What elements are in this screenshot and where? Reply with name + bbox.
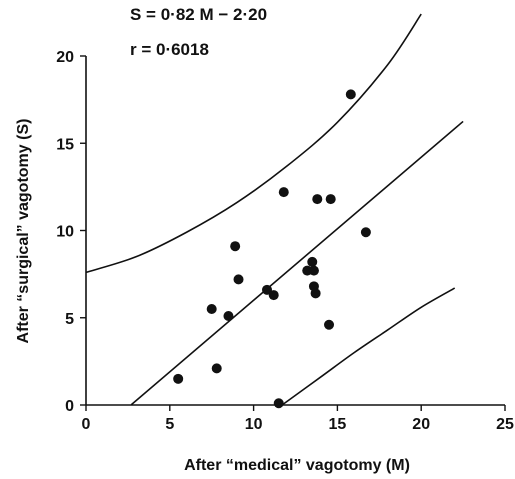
upper-confidence-curve xyxy=(85,13,422,274)
data-point xyxy=(230,241,241,252)
axes: 0 5 10 15 20 25 0 5 10 15 20 xyxy=(56,49,514,433)
x-tick-label: 5 xyxy=(165,416,174,433)
x-tick-label: 25 xyxy=(496,416,514,433)
fit-curves xyxy=(85,13,464,406)
data-point xyxy=(360,227,371,238)
data-point xyxy=(312,194,323,205)
y-tick-label: 20 xyxy=(56,49,74,66)
data-point xyxy=(173,373,184,384)
y-tick-label: 0 xyxy=(65,398,74,415)
data-point xyxy=(278,187,289,198)
y-axis-label: After “surgical” vagotomy (S) xyxy=(15,119,32,344)
x-axis-label: After “medical” vagotomy (M) xyxy=(184,457,410,474)
regression-line xyxy=(130,120,464,406)
x-tick-label: 15 xyxy=(329,416,347,433)
data-point xyxy=(345,89,356,100)
y-tick-label: 15 xyxy=(56,136,74,153)
x-tick-label: 10 xyxy=(245,416,263,433)
y-tick-label: 10 xyxy=(56,224,74,241)
data-point xyxy=(268,290,279,301)
data-point xyxy=(273,398,284,409)
x-tick-label: 0 xyxy=(82,416,91,433)
data-point xyxy=(206,304,217,315)
data-points xyxy=(173,89,371,409)
data-point xyxy=(262,284,273,295)
data-point xyxy=(325,194,336,205)
data-point xyxy=(307,256,318,267)
correlation-coefficient: r = 0·6018 xyxy=(130,40,209,59)
data-point xyxy=(324,319,335,330)
y-tick-label: 5 xyxy=(65,311,74,328)
x-tick-label: 20 xyxy=(412,416,430,433)
data-point xyxy=(233,274,244,285)
lower-confidence-curve xyxy=(281,287,456,406)
data-point xyxy=(223,311,234,322)
data-point xyxy=(211,363,222,374)
regression-equation: S = 0·82 M − 2·20 xyxy=(130,5,268,24)
data-point xyxy=(308,265,319,276)
data-point xyxy=(310,288,321,299)
